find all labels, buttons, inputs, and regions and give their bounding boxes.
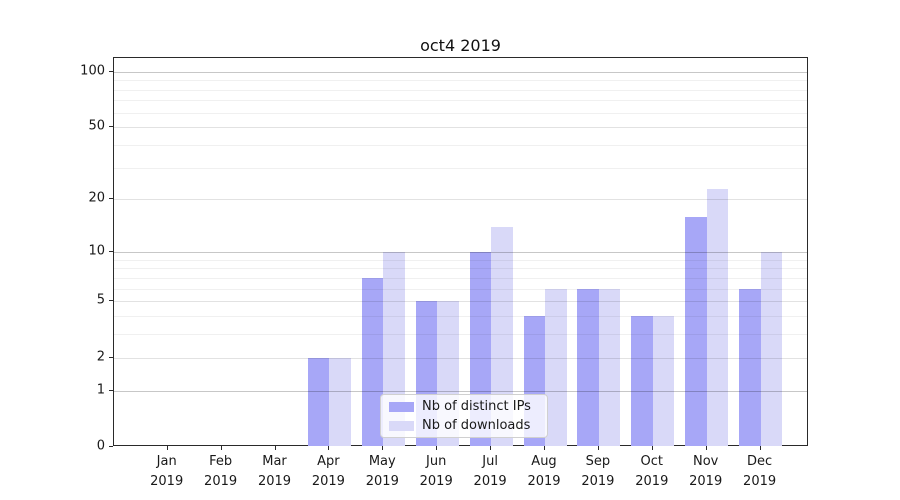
x-tick-aug [544, 446, 545, 450]
y-tick-5 [109, 300, 113, 302]
plot-area: Nb of distinct IPs Nb of downloads [113, 57, 808, 446]
x-tick-label-feb: Feb 2019 [204, 454, 238, 489]
y-tick-50 [109, 126, 113, 128]
legend-label-distinct-ips: Nb of distinct IPs [422, 399, 531, 414]
legend-entry-distinct-ips: Nb of distinct IPs [389, 399, 539, 414]
y-tick-label-2: 2 [96, 349, 105, 365]
x-tick-label-apr: Apr 2019 [311, 454, 345, 489]
x-tick-label-jun: Jun 2019 [419, 454, 453, 489]
legend-label-downloads: Nb of downloads [422, 418, 531, 433]
x-tick-label-jul: Jul 2019 [473, 454, 507, 489]
bar-nov-downloads [706, 188, 729, 446]
x-tick-jul [490, 446, 492, 450]
x-tick-oct [651, 446, 653, 450]
legend-swatch-distinct-ips [389, 401, 414, 412]
x-tick-jan [166, 446, 168, 450]
y-tick-label-10: 10 [88, 243, 105, 259]
y-tick-20 [109, 198, 113, 200]
x-tick-label-may: May 2019 [365, 454, 399, 489]
x-tick-label-mar: Mar 2019 [257, 454, 292, 489]
chart-title: oct4 2019 [420, 36, 501, 55]
bar-nov-distinct-ips [685, 216, 707, 446]
x-tick-label-sep: Sep 2019 [581, 454, 615, 489]
bar-apr-downloads [329, 357, 351, 446]
bar-jul-downloads [491, 226, 513, 446]
x-tick-dec [759, 446, 761, 450]
y-tick-1 [109, 389, 113, 391]
bar-dec-downloads [760, 251, 783, 446]
y-tick-0 [109, 446, 113, 447]
x-tick-feb [220, 446, 222, 450]
x-tick-apr [328, 446, 330, 450]
y-tick-label-5: 5 [96, 292, 105, 308]
x-tick-jun [436, 446, 438, 450]
bar-dec-distinct-ips [739, 288, 761, 446]
bars-layer [114, 58, 807, 446]
x-tick-label-nov: Nov 2019 [689, 454, 723, 489]
y-tick-label-50: 50 [88, 118, 105, 134]
legend-entry-downloads: Nb of downloads [389, 418, 539, 433]
x-tick-label-dec: Dec 2019 [743, 454, 777, 489]
bar-may-distinct-ips [361, 277, 384, 446]
bar-sep-distinct-ips [577, 288, 599, 446]
x-tick-label-jan: Jan 2019 [150, 454, 184, 489]
y-tick-10 [109, 250, 113, 252]
x-tick-label-aug: Aug 2019 [527, 454, 561, 489]
legend-swatch-downloads [389, 420, 414, 431]
y-tick-label-0: 0 [96, 438, 105, 454]
bar-oct-distinct-ips [631, 316, 653, 446]
y-tick-100 [109, 70, 113, 72]
y-tick-label-1: 1 [96, 382, 105, 398]
x-tick-sep [597, 446, 599, 450]
y-tick-label-100: 100 [80, 63, 105, 79]
legend: Nb of distinct IPs Nb of downloads [380, 394, 548, 438]
bar-apr-distinct-ips [307, 357, 330, 446]
x-tick-may [382, 446, 384, 450]
bar-aug-downloads [545, 288, 567, 446]
y-tick-2 [109, 356, 113, 358]
bar-oct-downloads [652, 316, 675, 446]
x-tick-label-oct: Oct 2019 [635, 454, 669, 489]
y-tick-label-20: 20 [88, 190, 105, 206]
bar-sep-downloads [598, 288, 621, 446]
x-tick-nov [705, 446, 707, 450]
x-tick-mar [274, 446, 276, 450]
